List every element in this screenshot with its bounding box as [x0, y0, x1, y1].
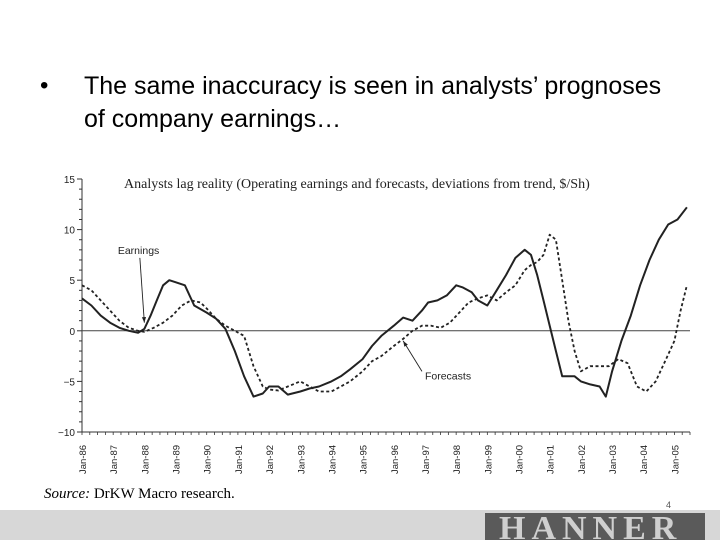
x-tick-label: Jan-91	[234, 445, 245, 474]
annotation-arrow-forecasts	[402, 340, 423, 372]
x-tick-label: Jan-99	[483, 445, 494, 474]
x-tick-label: Jan-01	[546, 445, 557, 474]
chart-annotations: Earnings Forecasts	[118, 245, 471, 382]
annotation-arrowhead	[141, 316, 147, 323]
x-tick-label: Jan-96	[390, 445, 401, 474]
chart-title: Analysts lag reality (Operating earnings…	[124, 177, 590, 192]
earnings-forecast-chart: Analysts lag reality (Operating earnings…	[58, 175, 691, 474]
x-tick-label: Jan-04	[639, 445, 650, 474]
y-tick-label: −10	[58, 428, 75, 439]
y-tick-label: −5	[64, 377, 76, 388]
x-tick-label: Jan-97	[421, 445, 432, 474]
series-line-forecasts	[81, 233, 688, 393]
annotation-label-earnings: Earnings	[118, 245, 159, 257]
y-tick-label: 5	[69, 276, 75, 287]
y-tick-label: 15	[64, 175, 76, 186]
hanner-logo: HANNER	[485, 513, 705, 540]
y-tick-label: 10	[64, 226, 76, 237]
chart-series	[81, 206, 688, 398]
source-label: Source:	[44, 486, 91, 502]
x-tick-label: Jan-89	[172, 445, 183, 474]
x-tick-label: Jan-94	[327, 445, 338, 474]
x-tick-label: Jan-86	[78, 445, 89, 474]
x-tick-label: Jan-05	[670, 445, 681, 474]
annotation-label-forecasts: Forecasts	[425, 370, 471, 382]
x-tick-label: Jan-02	[577, 445, 588, 474]
x-tick-label: Jan-88	[140, 445, 151, 474]
annotation-arrow-earnings	[139, 257, 145, 323]
annotation-arrowhead	[403, 340, 408, 347]
bullet-text: The same inaccuracy is seen in analysts’…	[84, 72, 662, 133]
x-tick-label: Jan-92	[265, 445, 276, 474]
x-tick-label: Jan-90	[203, 445, 214, 474]
x-tick-label: Jan-93	[296, 445, 307, 474]
x-tick-label: Jan-98	[452, 445, 463, 474]
x-tick-label: Jan-95	[359, 445, 370, 474]
y-tick-label: 0	[69, 327, 75, 338]
x-tick-label: Jan-87	[109, 445, 120, 474]
source-note: Source: DrKW Macro research.	[44, 486, 235, 503]
series-line-earnings	[81, 206, 688, 398]
logo-text: HANNER	[499, 513, 683, 540]
source-text: DrKW Macro research.	[93, 486, 235, 502]
x-tick-label: Jan-00	[515, 445, 526, 474]
x-tick-label: Jan-03	[608, 445, 619, 474]
page-number: 4	[666, 500, 672, 510]
bullet-marker: •	[40, 72, 49, 99]
